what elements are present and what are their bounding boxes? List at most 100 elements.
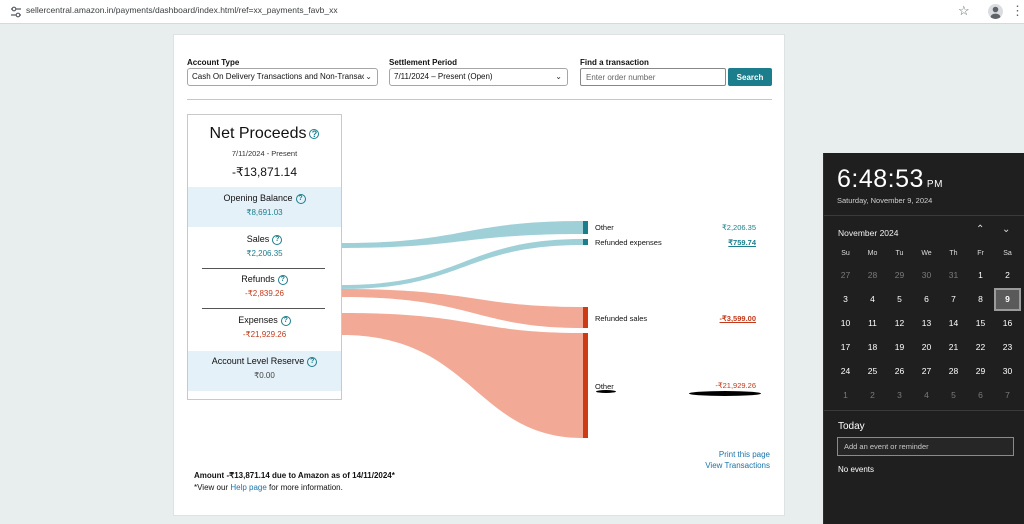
calendar-day[interactable]: 2: [870, 390, 875, 400]
calendar-day[interactable]: 6: [924, 294, 929, 304]
flow-expenses-to-other: [342, 313, 583, 438]
today-label: Today: [838, 421, 865, 432]
summary-row-sales: Sales? ₹2,206.35: [188, 228, 341, 268]
calendar-day[interactable]: 3: [897, 390, 902, 400]
node-bar-other-positive: [583, 221, 588, 234]
view-transactions-link[interactable]: View Transactions: [705, 461, 770, 470]
calendar-day[interactable]: 16: [1002, 318, 1013, 328]
calendar-day[interactable]: 2: [1005, 270, 1010, 280]
calendar-month[interactable]: November 2024: [838, 228, 899, 238]
summary-row-value: ₹0.00: [254, 371, 275, 380]
summary-row-value: ₹2,206.35: [246, 249, 283, 258]
calendar-day[interactable]: 5: [951, 390, 956, 400]
calendar-day[interactable]: 1: [843, 390, 848, 400]
address-bar[interactable]: sellercentral.amazon.in/payments/dashboa…: [26, 5, 338, 15]
calendar-day[interactable]: 8: [978, 294, 983, 304]
net-proceeds-total: -₹13,871.14: [231, 165, 297, 179]
calendar-day[interactable]: 28: [867, 270, 878, 280]
calendar-day[interactable]: 20: [921, 342, 932, 352]
amount-due-text: Amount -₹13,871.14 due to Amazon as of 1…: [194, 471, 395, 480]
calendar-day[interactable]: 30: [1002, 366, 1013, 376]
calendar-day[interactable]: 19: [894, 342, 905, 352]
settlement-period-select[interactable]: 7/11/2024 – Present (Open) ⌄: [389, 68, 568, 86]
calendar-day[interactable]: 10: [840, 318, 851, 328]
next-month-icon[interactable]: ⌄: [1002, 224, 1011, 235]
calendar-day[interactable]: 14: [948, 318, 959, 328]
long-date[interactable]: Saturday, November 9, 2024: [837, 196, 933, 205]
calendar-day[interactable]: 21: [948, 342, 959, 352]
calendar-day[interactable]: 23: [1002, 342, 1013, 352]
summary-row-label: Refunds: [241, 274, 275, 284]
divider: [824, 215, 1024, 216]
calendar-day[interactable]: 26: [894, 366, 905, 376]
summary-row-value: -₹21,929.26: [242, 330, 287, 339]
calendar-day[interactable]: 22: [975, 342, 986, 352]
calendar-day[interactable]: 3: [843, 294, 848, 304]
node-label: Refunded sales: [595, 314, 648, 323]
chevron-down-icon: ⌄: [365, 72, 372, 81]
previous-month-icon[interactable]: ⌃: [976, 224, 985, 235]
browser-menu-icon[interactable]: ⋮: [1011, 3, 1024, 18]
calendar-day[interactable]: 18: [867, 342, 878, 352]
calendar-day[interactable]: 5: [897, 294, 902, 304]
node-bar-other-negative: [583, 333, 588, 438]
help-note-prefix: *View our: [194, 483, 229, 492]
calendar-day[interactable]: 29: [894, 270, 905, 280]
calendar-day[interactable]: 27: [840, 270, 851, 280]
help-icon[interactable]: ?: [307, 357, 318, 367]
calendar-day[interactable]: 4: [870, 294, 875, 304]
profile-avatar-icon[interactable]: [988, 4, 1003, 19]
help-icon[interactable]: ?: [280, 316, 291, 326]
weekday-label: We: [921, 250, 932, 257]
print-page-link[interactable]: Print this page: [718, 450, 770, 459]
calendar-day[interactable]: 17: [840, 342, 851, 352]
calendar-day[interactable]: 7: [951, 294, 956, 304]
clock-time: 6:48:53 PM: [837, 165, 943, 194]
calendar-day[interactable]: 15: [975, 318, 986, 328]
node-label: Other: [595, 382, 614, 391]
node-value: ₹2,206.35: [722, 223, 756, 232]
search-button[interactable]: Search: [728, 68, 772, 86]
weekday-label: Mo: [867, 250, 878, 257]
flow-sales-to-other: [342, 221, 583, 248]
node-bar-refunded-expenses: [583, 239, 588, 245]
calendar-day[interactable]: 11: [868, 318, 877, 328]
calendar-day-today[interactable]: 9: [994, 288, 1021, 311]
weekday-label: Sa: [1003, 250, 1012, 257]
calendar-day[interactable]: 4: [924, 390, 929, 400]
calendar-day[interactable]: 25: [867, 366, 878, 376]
calendar-day[interactable]: 24: [840, 366, 851, 376]
help-icon[interactable]: ?: [277, 275, 288, 285]
divider: [187, 99, 772, 100]
calendar-day[interactable]: 31: [948, 270, 959, 280]
chevron-down-icon: ⌄: [555, 72, 562, 81]
site-settings-icon[interactable]: [9, 5, 23, 19]
calendar-day[interactable]: 29: [975, 366, 986, 376]
payments-dashboard-card: Account Type Cash On Delivery Transactio…: [173, 34, 785, 516]
calendar-day[interactable]: 28: [948, 366, 959, 376]
settlement-period-label: Settlement Period: [389, 58, 458, 67]
node-value-link[interactable]: -₹3,599.00: [719, 314, 756, 323]
calendar-day[interactable]: 6: [978, 390, 983, 400]
calendar-day[interactable]: 7: [1005, 390, 1010, 400]
add-event-input[interactable]: Add an event or reminder: [837, 437, 1014, 456]
help-icon[interactable]: ?: [272, 235, 283, 245]
order-number-input[interactable]: [580, 68, 726, 86]
node-value-link[interactable]: ₹759.74: [728, 238, 756, 247]
calendar-day[interactable]: 1: [978, 270, 983, 280]
calendar-day[interactable]: 30: [921, 270, 932, 280]
net-proceeds-summary: Net Proceeds? 7/11/2024 - Present -₹13,8…: [187, 114, 342, 400]
divider: [824, 410, 1024, 411]
bookmark-star-icon[interactable]: ☆: [958, 3, 970, 18]
calendar-day[interactable]: 27: [921, 366, 932, 376]
calendar-day[interactable]: 13: [921, 318, 932, 328]
help-icon[interactable]: ?: [295, 194, 306, 204]
summary-row-expenses: Expenses? -₹21,929.26: [188, 310, 341, 350]
help-page-link[interactable]: Help page: [230, 483, 267, 492]
node-label: Other: [595, 223, 614, 232]
clock-time-value: 6:48:53: [837, 165, 924, 193]
summary-divider: [202, 308, 325, 309]
help-icon[interactable]: ?: [309, 129, 320, 139]
account-type-select[interactable]: Cash On Delivery Transactions and Non-Tr…: [187, 68, 378, 86]
calendar-day[interactable]: 12: [894, 318, 905, 328]
